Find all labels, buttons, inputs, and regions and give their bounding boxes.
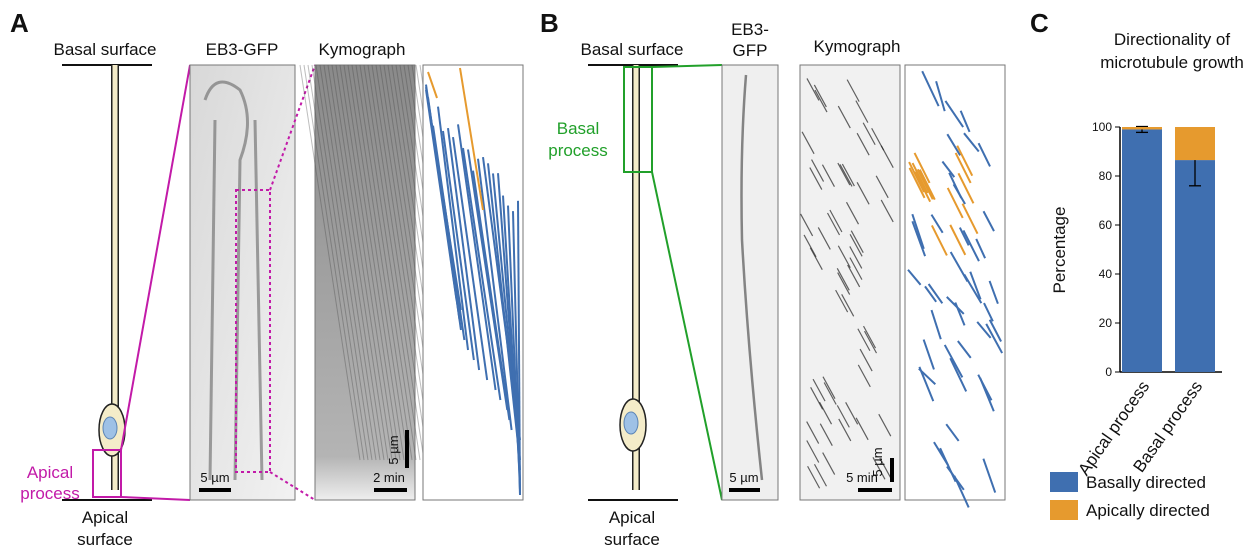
basal-process: process <box>548 141 608 160</box>
zoom-line <box>121 65 190 450</box>
micrograph <box>190 65 295 500</box>
y-axis-label: Percentage <box>1050 207 1069 294</box>
figure: A Basal surface Apical surface Apical pr… <box>0 0 1250 551</box>
trace-panel <box>423 65 523 500</box>
chart-title: Directionality of <box>1114 30 1230 49</box>
basal-process: Basal <box>557 119 600 138</box>
micrograph <box>722 65 778 500</box>
bar-segment <box>1122 129 1162 372</box>
legend-swatch <box>1050 472 1078 492</box>
apical-surface: Apical <box>609 508 655 527</box>
chart: 020406080100Apical processBasal processB… <box>1050 120 1222 520</box>
scale-label: 5 µm <box>729 470 758 485</box>
kymograph-title: Kymograph <box>319 40 406 59</box>
bar-segment <box>1175 160 1215 372</box>
y-tick-label: 80 <box>1099 169 1113 183</box>
apical-surface: surface <box>604 530 660 549</box>
apical-surface: Apical <box>82 508 128 527</box>
basal-surface: Basal surface <box>581 40 684 59</box>
panel-label: B <box>540 8 559 38</box>
legend-label: Apically directed <box>1086 501 1210 520</box>
basal-surface: Basal surface <box>54 40 157 59</box>
scale-label: 2 min <box>373 470 405 485</box>
scale-label: 5 µm <box>200 470 229 485</box>
bar-segment <box>1175 127 1215 160</box>
image-title: GFP <box>733 41 768 60</box>
image-title: EB3- <box>731 20 769 39</box>
legend-swatch <box>1050 500 1078 520</box>
scale-label: 5 µm <box>386 435 401 464</box>
legend-label: Basally directed <box>1086 473 1206 492</box>
trace-panel <box>905 65 1005 507</box>
apical-process: Apical <box>27 463 73 482</box>
y-tick-label: 20 <box>1099 316 1113 330</box>
y-tick-label: 100 <box>1092 120 1112 134</box>
y-tick-label: 60 <box>1099 218 1113 232</box>
apical-surface: surface <box>77 530 133 549</box>
apical-process: process <box>20 484 80 503</box>
chart-title: microtubule growth <box>1100 53 1244 72</box>
cell <box>99 65 125 490</box>
y-tick-label: 40 <box>1099 267 1113 281</box>
panel-label: A <box>10 8 29 38</box>
zoom-line <box>652 172 722 500</box>
bar-segment <box>1122 127 1162 129</box>
scale-label: 5 min <box>846 470 878 485</box>
image-title: EB3-GFP <box>206 40 279 59</box>
kymograph-title: Kymograph <box>814 37 901 56</box>
panel-label: C <box>1030 8 1049 38</box>
kymograph <box>800 65 900 500</box>
y-tick-label: 0 <box>1105 365 1112 379</box>
